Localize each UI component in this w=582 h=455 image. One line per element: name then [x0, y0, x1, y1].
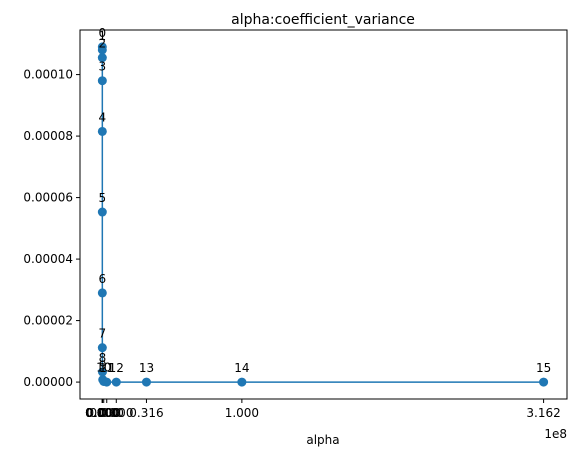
data-label: 4	[99, 110, 107, 124]
y-tick-label: 0.00008	[23, 129, 73, 143]
y-tick-label: 0.00004	[23, 252, 73, 266]
data-label: 12	[109, 361, 124, 375]
data-point	[97, 45, 107, 55]
y-axis: 0.00000 0.00002 0.00004 0.00006 0.00008 0.000…	[23, 68, 80, 389]
data-point	[102, 377, 112, 387]
x-axis: 0.0000.0000.0000.0000.0000.0000.0000.000…	[85, 399, 561, 420]
data-point	[97, 53, 107, 63]
x-tick-label: 0.000	[85, 406, 119, 420]
y-tick-label: 0.00002	[23, 314, 73, 328]
series-line	[101, 46, 544, 383]
data-point	[97, 367, 107, 377]
x-tick-label: 0.000	[85, 406, 119, 420]
plot-frame	[79, 29, 568, 400]
data-point	[97, 343, 107, 353]
data-label: 10	[96, 360, 111, 374]
chart-title: alpha:coefficient_variance	[231, 12, 415, 28]
x-tick-label: 0.000	[90, 406, 124, 420]
x-tick-label: 0.316	[129, 406, 163, 420]
x-offset-label: 1e8	[544, 427, 567, 441]
x-axis-label: alpha	[306, 433, 339, 447]
data-label: 2	[99, 37, 107, 51]
data-label: 1	[99, 29, 107, 43]
data-point	[539, 377, 549, 387]
data-label: 14	[234, 361, 249, 375]
x-tick-label: 1.000	[225, 406, 259, 420]
data-label: 7	[99, 327, 107, 341]
data-label: 0	[99, 26, 107, 40]
data-label: 9	[99, 359, 107, 373]
data-label: 3	[99, 60, 107, 74]
data-label: 15	[536, 361, 551, 375]
y-tick-label: 0.00010	[23, 68, 73, 82]
data-label: 5	[99, 191, 107, 205]
data-label: 8	[99, 351, 107, 365]
x-tick-label: 0.000	[85, 406, 119, 420]
data-point	[111, 377, 121, 387]
data-point	[237, 377, 247, 387]
x-tick-label: 0.000	[99, 406, 133, 420]
y-tick-label: 0.00000	[23, 375, 73, 389]
data-label: 13	[139, 361, 154, 375]
data-label: 11	[99, 361, 114, 375]
data-point	[97, 288, 107, 298]
y-tick-label: 0.00006	[23, 191, 73, 205]
x-tick-label: 0.000	[87, 406, 121, 420]
x-tick-label: 3.162	[526, 406, 560, 420]
x-tick-label: 0.000	[85, 406, 119, 420]
data-point	[97, 76, 107, 86]
data-label: 6	[99, 272, 107, 286]
data-point	[141, 377, 151, 387]
data-point	[97, 126, 107, 136]
x-tick-label: 0.000	[85, 406, 119, 420]
data-point	[97, 207, 107, 217]
